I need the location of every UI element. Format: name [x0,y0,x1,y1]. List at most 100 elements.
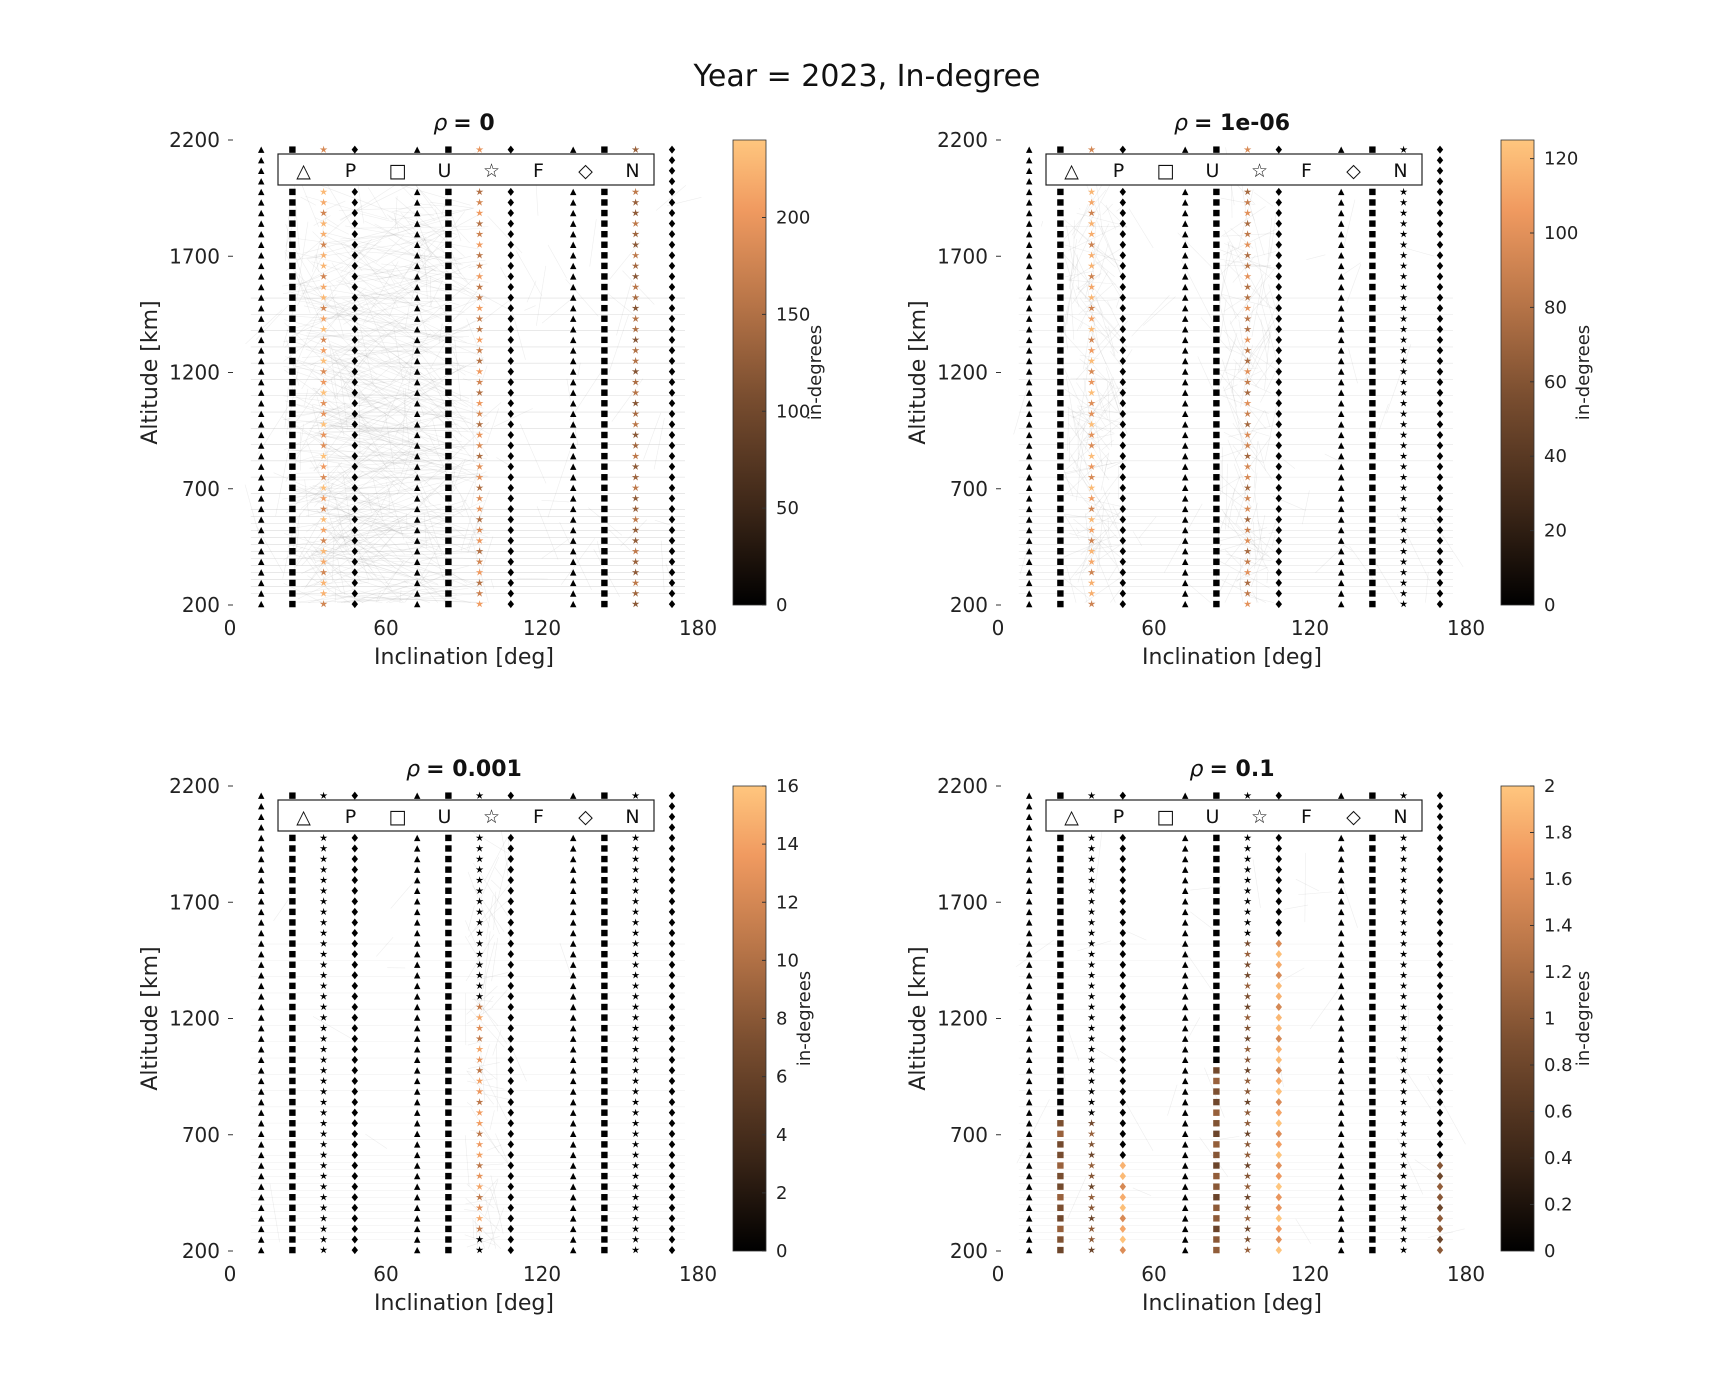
node-point [445,474,452,481]
edge-line [357,549,370,581]
node-point [1243,897,1252,905]
edge-line [1368,403,1389,459]
node-point [289,1120,296,1127]
node-point [601,146,608,153]
node-point [289,484,296,492]
node-point [1369,908,1376,916]
edge-line [1093,1047,1118,1063]
node-point [507,1108,514,1117]
edge-line [295,396,348,426]
node-point [414,600,421,608]
node-point [507,1161,514,1170]
node-point [414,389,421,396]
node-point [1026,1046,1033,1053]
node-point [289,548,296,555]
node-point [1275,473,1282,482]
edge-line [473,1220,501,1249]
node-point [351,844,358,853]
node-point [1436,971,1444,980]
node-point [1119,1055,1126,1064]
node-point [319,1087,328,1095]
edge-line [429,201,474,209]
node-point [1182,898,1189,905]
node-point [289,1046,296,1053]
node-point [1369,1024,1376,1032]
node-point [1399,1246,1408,1254]
node-point [258,431,265,439]
edge-line [364,288,416,324]
legend-entry: ◇ [1346,806,1361,828]
node-point [631,409,640,418]
node-point [1182,1098,1189,1106]
node-point [631,367,640,375]
edge-line [1251,281,1263,337]
node-point [414,241,421,248]
node-point [1119,1087,1126,1096]
node-point [445,1172,452,1180]
node-point [1369,1246,1376,1254]
node-point [475,335,484,344]
node-point [601,834,608,842]
edge-line [414,280,450,294]
node-point [1436,1076,1444,1085]
node-point [1275,219,1282,228]
node-point [668,145,676,154]
node-point [351,1076,358,1085]
edge-line [470,1107,500,1154]
node-point [1087,505,1096,513]
edge-line [331,262,364,311]
node-point [507,483,514,492]
node-point [1057,590,1064,597]
edge-line [340,597,365,603]
node-point [1243,1119,1252,1127]
edge-line [1109,584,1125,603]
node-point [258,855,265,863]
node-point [1026,484,1033,492]
node-point [1087,886,1096,894]
edge-line [460,494,484,557]
edge-line [303,509,464,531]
node-point [1026,1014,1033,1021]
edge-line [316,396,322,409]
node-point [1087,1098,1096,1106]
edge-line [665,563,676,594]
node-point [1338,1046,1345,1053]
y-tick-label: 700 [950,477,988,501]
rho-symbol: ρ [1189,757,1203,782]
edge-line [1236,523,1273,561]
node-point [1436,314,1444,323]
node-point [1182,410,1189,418]
x-axis-label: Inclination [deg] [374,1291,554,1316]
edge-line [478,365,488,390]
node-point [668,929,676,938]
edge-line [353,419,406,457]
edge-line [361,596,477,603]
node-point [475,1003,484,1011]
edge-line [325,434,330,494]
node-point [507,950,514,959]
colorbar-tick-label: 0.8 [1544,1055,1573,1076]
node-point [1213,1098,1220,1106]
node-point [1026,421,1033,428]
node-point [601,1035,608,1042]
node-point [1119,844,1126,853]
edge-line [1060,361,1085,414]
node-point [1213,505,1220,513]
edge-line [390,449,464,517]
node-point [1026,792,1033,799]
node-point [445,220,452,227]
node-point [1026,315,1033,322]
node-point [258,241,265,248]
y-tick-label: 1700 [937,244,988,268]
node-point [289,463,296,470]
node-point [1057,558,1064,565]
edge-line [287,487,394,510]
edge-line [1425,572,1429,603]
node-point [668,802,676,811]
node-point [1119,918,1126,927]
node-point [258,347,265,354]
edge-line [466,1070,472,1073]
node-point [414,548,421,555]
node-point [289,410,296,418]
node-point [1369,421,1376,428]
